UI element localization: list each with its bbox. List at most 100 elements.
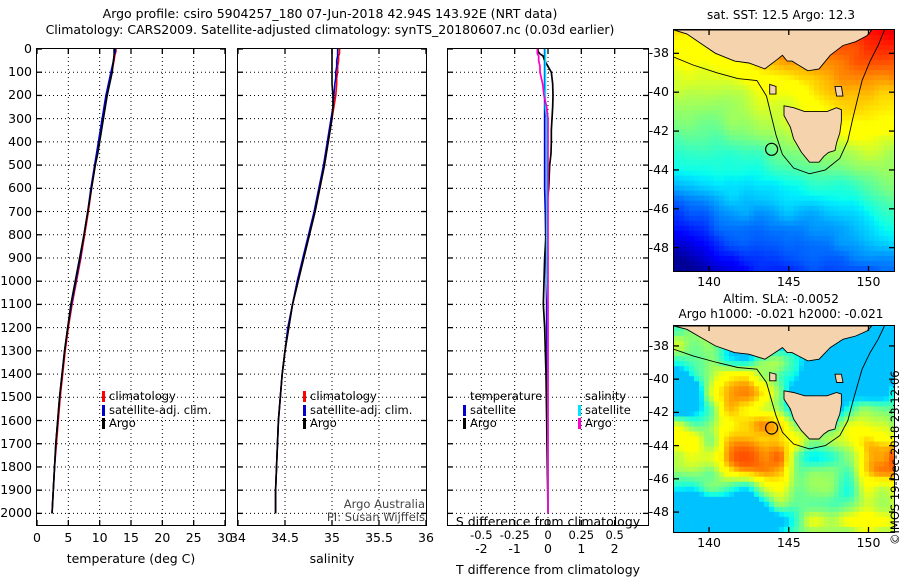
map-cell	[789, 80, 795, 86]
map-cell	[779, 260, 785, 267]
map-cell	[859, 205, 865, 212]
x-tick-label: 36	[418, 530, 434, 545]
map-cell	[804, 70, 810, 76]
map-cell	[704, 195, 710, 202]
map-cell	[689, 95, 695, 101]
map-cell	[679, 230, 685, 237]
map-cell	[889, 351, 894, 357]
map-cell	[789, 150, 795, 157]
map-cell	[769, 501, 775, 508]
map-cell	[804, 461, 810, 468]
map-cell	[729, 150, 735, 157]
map-cell	[834, 80, 840, 86]
map-cell	[879, 426, 885, 433]
map-cell	[864, 245, 870, 252]
map-cell	[834, 55, 840, 61]
map-cell	[784, 260, 790, 267]
map-cell	[689, 476, 695, 483]
map-cell	[739, 235, 745, 242]
map-cell	[709, 70, 715, 76]
map-cell	[739, 451, 745, 458]
map-cell	[889, 496, 894, 503]
map-cell	[884, 516, 890, 523]
map-cell	[709, 230, 715, 237]
map-cell	[864, 140, 870, 147]
map-cell	[734, 376, 740, 382]
map-cell	[734, 210, 740, 217]
map-cell	[789, 245, 795, 252]
map-cell	[739, 376, 745, 382]
map-cell	[874, 85, 880, 91]
map-cell	[804, 516, 810, 523]
map-cell	[869, 356, 875, 362]
map-cell	[689, 135, 695, 142]
map-cell	[884, 215, 890, 222]
map-cell	[754, 391, 760, 397]
map-cell	[729, 376, 735, 382]
map-cell	[874, 416, 880, 423]
map-cell	[709, 466, 715, 473]
map-cell	[764, 100, 770, 106]
map-cell	[679, 361, 685, 367]
map-cell	[824, 95, 830, 101]
map-cell	[784, 135, 790, 142]
map-cell	[869, 431, 875, 438]
map-cell	[764, 401, 770, 407]
map-cell	[744, 516, 750, 523]
map-cell	[764, 230, 770, 237]
map-cell	[679, 210, 685, 217]
map-cell	[779, 391, 785, 397]
map-cell	[689, 416, 695, 423]
map-cell	[839, 95, 845, 101]
map-cell	[689, 145, 695, 152]
map-cell	[809, 371, 815, 377]
map-cell	[774, 165, 780, 172]
map-cell	[854, 150, 860, 157]
map-cell	[879, 376, 885, 382]
map-cell	[749, 150, 755, 157]
map-cell	[859, 125, 865, 132]
map-cell	[704, 441, 710, 448]
map-cell	[769, 526, 775, 532]
map-cell	[809, 80, 815, 86]
map-cell	[734, 456, 740, 463]
map-cell	[889, 35, 894, 41]
map-cell	[804, 75, 810, 81]
map-cell	[724, 180, 730, 187]
map-cell	[849, 155, 855, 162]
map-cell	[689, 120, 695, 126]
map-cell	[719, 486, 725, 493]
map-cell	[719, 461, 725, 468]
map-cell	[889, 441, 894, 448]
map-cell	[829, 210, 835, 217]
map-cell	[844, 361, 850, 367]
map-cell	[724, 386, 730, 392]
map-cell	[724, 361, 730, 367]
map-cell	[734, 526, 740, 532]
map-cell	[734, 105, 740, 111]
map-cell	[889, 481, 894, 488]
map-cell	[859, 75, 865, 81]
map-cell	[714, 195, 720, 202]
map-cell	[794, 200, 800, 207]
map-cell	[859, 416, 865, 423]
map-cell	[864, 501, 870, 508]
map-cell	[709, 110, 715, 116]
map-cell	[754, 421, 760, 428]
map-cell	[839, 481, 845, 488]
map-cell	[794, 175, 800, 182]
map-cell	[674, 346, 680, 352]
map-cell	[864, 255, 870, 262]
map-cell	[764, 260, 770, 267]
map-cell	[789, 230, 795, 237]
map-cell	[694, 506, 700, 513]
map-cell	[759, 356, 765, 362]
map-cell	[854, 205, 860, 212]
map-cell	[749, 501, 755, 508]
map-cell	[714, 105, 720, 111]
map-cell	[834, 356, 840, 362]
map-cell	[719, 386, 725, 392]
map-cell	[774, 411, 780, 418]
map-cell	[799, 436, 805, 443]
map-cell	[834, 461, 840, 468]
